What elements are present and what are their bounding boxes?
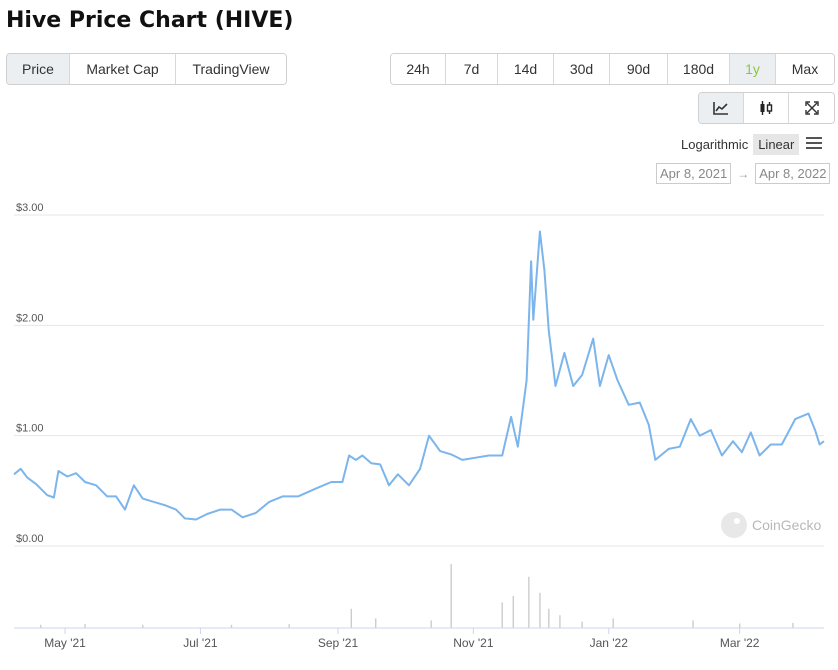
coingecko-logo-icon xyxy=(721,512,747,538)
line-chart-icon xyxy=(713,102,728,115)
line-chart-button[interactable] xyxy=(699,93,744,123)
fullscreen-button[interactable] xyxy=(789,93,834,123)
volume-bar xyxy=(792,622,794,628)
x-axis: May '21 Jul '21 Sep '21 Nov '21 Jan '22 Mar '… xyxy=(44,628,760,650)
x-tick-label: May '21 xyxy=(44,636,86,650)
volume-bar xyxy=(548,608,550,628)
scale-logarithmic-option[interactable]: Logarithmic xyxy=(681,137,749,152)
chart-type-tools xyxy=(698,92,835,124)
tab-market-cap[interactable]: Market Cap xyxy=(70,54,176,84)
coingecko-watermark: CoinGecko xyxy=(721,512,821,538)
fullscreen-icon xyxy=(804,101,819,115)
range-7d[interactable]: 7d xyxy=(446,54,498,84)
volume-bar xyxy=(288,624,290,628)
hamburger-menu-icon[interactable] xyxy=(806,137,822,152)
scale-toggle: Logarithmic Linear xyxy=(676,134,800,155)
x-tick-label: Sep '21 xyxy=(318,636,359,650)
range-14d[interactable]: 14d xyxy=(498,54,554,84)
volume-bar xyxy=(142,624,144,628)
volume-bar xyxy=(612,618,614,628)
range-30d[interactable]: 30d xyxy=(554,54,610,84)
range-1y[interactable]: 1y xyxy=(730,54,776,84)
tab-tradingview[interactable]: TradingView xyxy=(176,54,286,84)
grid-lines xyxy=(14,214,824,547)
tab-price[interactable]: Price xyxy=(7,54,70,84)
date-from-input[interactable]: Apr 8, 2021 xyxy=(656,163,732,184)
volume-bar xyxy=(528,576,530,628)
volume-bar xyxy=(501,602,503,628)
range-90d[interactable]: 90d xyxy=(610,54,668,84)
volume-bar xyxy=(430,620,432,628)
y-tick-label: $0.00 xyxy=(16,533,44,545)
y-tick-label: $2.00 xyxy=(16,312,44,324)
coingecko-logo-eye xyxy=(734,518,740,524)
volume-bar xyxy=(375,618,377,628)
candlestick-icon xyxy=(760,101,773,115)
arrow-right-icon: → xyxy=(737,166,750,181)
volume-bar xyxy=(350,608,353,628)
range-max[interactable]: Max xyxy=(776,54,834,84)
range-tabs: 24h 7d 14d 30d 90d 180d 1y Max xyxy=(390,53,835,85)
x-tick-label: Mar '22 xyxy=(720,636,760,650)
range-24h[interactable]: 24h xyxy=(391,54,446,84)
volume-bar xyxy=(450,564,452,628)
volume-bar xyxy=(581,621,583,628)
watermark-text: CoinGecko xyxy=(752,517,821,533)
y-tick-label: $3.00 xyxy=(16,202,44,214)
volume-bar xyxy=(559,615,561,628)
candlestick-button[interactable] xyxy=(744,93,789,123)
volume-bar xyxy=(539,592,541,628)
price-line xyxy=(13,230,825,521)
price-series xyxy=(13,230,825,521)
volume-bars xyxy=(39,564,794,628)
range-180d[interactable]: 180d xyxy=(668,54,730,84)
page-title: Hive Price Chart (HIVE) xyxy=(6,8,294,33)
volume-bar xyxy=(512,596,515,628)
volume-bar xyxy=(39,624,42,628)
x-tick-label: Nov '21 xyxy=(453,636,494,650)
x-tick-label: Jan '22 xyxy=(590,636,629,650)
y-axis: $0.00 $1.00 $2.00 $3.00 xyxy=(16,202,44,545)
volume-bar xyxy=(84,624,86,628)
date-range: Apr 8, 2021 → Apr 8, 2022 xyxy=(656,163,831,184)
volume-bar xyxy=(230,624,233,628)
x-tick-label: Jul '21 xyxy=(183,636,218,650)
volume-bar xyxy=(738,623,741,628)
view-tabs: Price Market Cap TradingView xyxy=(6,53,287,85)
volume-bar xyxy=(692,620,694,628)
y-tick-label: $1.00 xyxy=(16,423,44,435)
scale-linear-option[interactable]: Linear xyxy=(753,134,800,155)
date-to-input[interactable]: Apr 8, 2022 xyxy=(755,163,831,184)
